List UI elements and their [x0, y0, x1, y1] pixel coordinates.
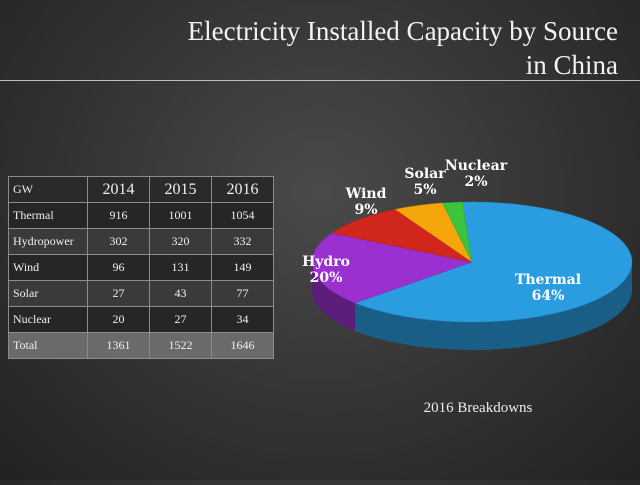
- table-cell: 1522: [149, 332, 212, 359]
- pie-label-percent: 64%: [531, 288, 565, 304]
- chart-title: Electricity Installed Capacity by Source…: [58, 14, 618, 82]
- pie-slice-wind: [331, 209, 473, 263]
- title-line-1: Electricity Installed Capacity by Source: [187, 16, 618, 46]
- table-cell: 77: [211, 280, 274, 307]
- table-cell: 149: [211, 254, 274, 281]
- pie-label-hydro: Hydro 20%: [286, 254, 366, 286]
- table-cell: 1054: [211, 202, 274, 229]
- pie-slice-side-thermal: [355, 262, 632, 350]
- pie-label-name: Wind: [345, 186, 387, 202]
- table-cell: 20: [87, 306, 150, 333]
- table-row: Thermal 916 1001 1054: [8, 202, 274, 229]
- header-year: 2016: [211, 176, 274, 203]
- pie-label-name: Hydro: [302, 254, 350, 270]
- pie-caption: 2016 Breakdowns: [423, 400, 533, 416]
- pie-label-percent: 2%: [464, 174, 488, 190]
- pie-tops: [311, 201, 633, 323]
- row-source: Total: [8, 332, 88, 359]
- pie-slice-hydro: [311, 232, 473, 304]
- pie-label-nuclear: Nuclear 2%: [436, 158, 516, 190]
- pie-label-name: Solar: [404, 166, 446, 182]
- title-line-2: in China: [525, 50, 618, 80]
- capacity-table: GW 2014 2015 2016 Thermal 916 1001 1054 …: [8, 176, 274, 359]
- table-cell: 27: [149, 306, 212, 333]
- table-cell: 43: [149, 280, 212, 307]
- pie-slice-nuclear: [442, 201, 473, 263]
- table-cell: 1001: [149, 202, 212, 229]
- pie-label-percent: 5%: [413, 182, 437, 198]
- row-source: Solar: [8, 280, 88, 307]
- pie-slice-side-hydro: [312, 262, 356, 331]
- pie-label-name: Thermal: [514, 272, 582, 288]
- pie-label-percent: 20%: [309, 270, 343, 286]
- row-source: Nuclear: [8, 306, 88, 333]
- header-year: 2014: [87, 176, 150, 203]
- table-total-row: Total 1361 1522 1646: [8, 332, 274, 359]
- row-source: Wind: [8, 254, 88, 281]
- table-cell: 96: [87, 254, 150, 281]
- table-row: Nuclear 20 27 34: [8, 306, 274, 333]
- table-header-row: GW 2014 2015 2016: [8, 176, 274, 203]
- pie-label-percent: 9%: [354, 202, 378, 218]
- row-source: Thermal: [8, 202, 88, 229]
- table-row: Hydropower 302 320 332: [8, 228, 274, 255]
- table-cell: 27: [87, 280, 150, 307]
- pie-label-wind: Wind 9%: [326, 186, 406, 218]
- pie-label-thermal: Thermal 64%: [508, 272, 588, 304]
- pie-sides: [312, 262, 632, 350]
- table-cell: 1646: [211, 332, 274, 359]
- table-row: Solar 27 43 77: [8, 280, 274, 307]
- pie-label-solar: Solar 5%: [385, 166, 465, 198]
- table-cell: 916: [87, 202, 150, 229]
- table-cell: 320: [149, 228, 212, 255]
- pie-slice-thermal: [354, 201, 633, 323]
- pie-label-name: Nuclear: [444, 158, 508, 174]
- title-divider: [0, 80, 640, 81]
